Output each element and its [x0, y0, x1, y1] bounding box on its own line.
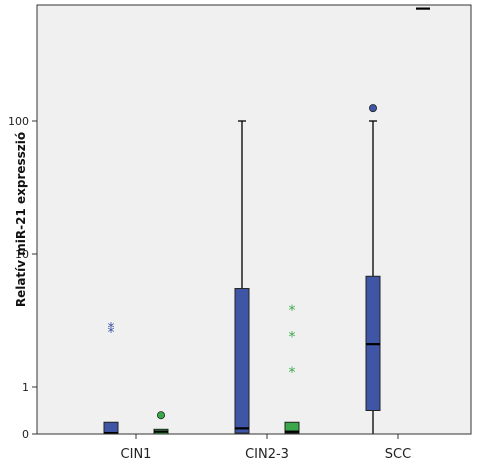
y-tick-label: 10	[15, 248, 29, 261]
box-group: **	[103, 321, 119, 435]
box-group	[234, 120, 250, 434]
box-group: * * *	[284, 303, 300, 434]
outlier-point	[156, 411, 165, 420]
x-category-label: CIN2-3	[245, 447, 289, 462]
extreme-point: *	[108, 321, 115, 337]
plot-area	[37, 5, 471, 434]
outlier-point	[368, 104, 377, 113]
y-tick-label: 1	[22, 381, 29, 394]
x-category-label: CIN1	[121, 447, 152, 462]
extreme-point: *	[289, 365, 296, 381]
y-tick-label: 0	[22, 428, 29, 441]
box-marks: *****	[103, 7, 430, 435]
y-axis-title: Relatív miR-21 expresszió	[14, 132, 28, 307]
box-group	[365, 104, 381, 434]
box-iqr	[284, 421, 300, 434]
x-category-label: SCC	[385, 447, 411, 462]
axis-ticks: 0 1 10 100 CIN1 CIN2-3 SCC	[8, 115, 411, 462]
extreme-point: *	[289, 329, 296, 345]
extreme-point: *	[108, 325, 115, 341]
box-iqr	[234, 288, 250, 434]
plot-frame	[36, 4, 472, 435]
extreme-point: *	[289, 303, 296, 319]
y-tick-label: 100	[8, 115, 29, 128]
